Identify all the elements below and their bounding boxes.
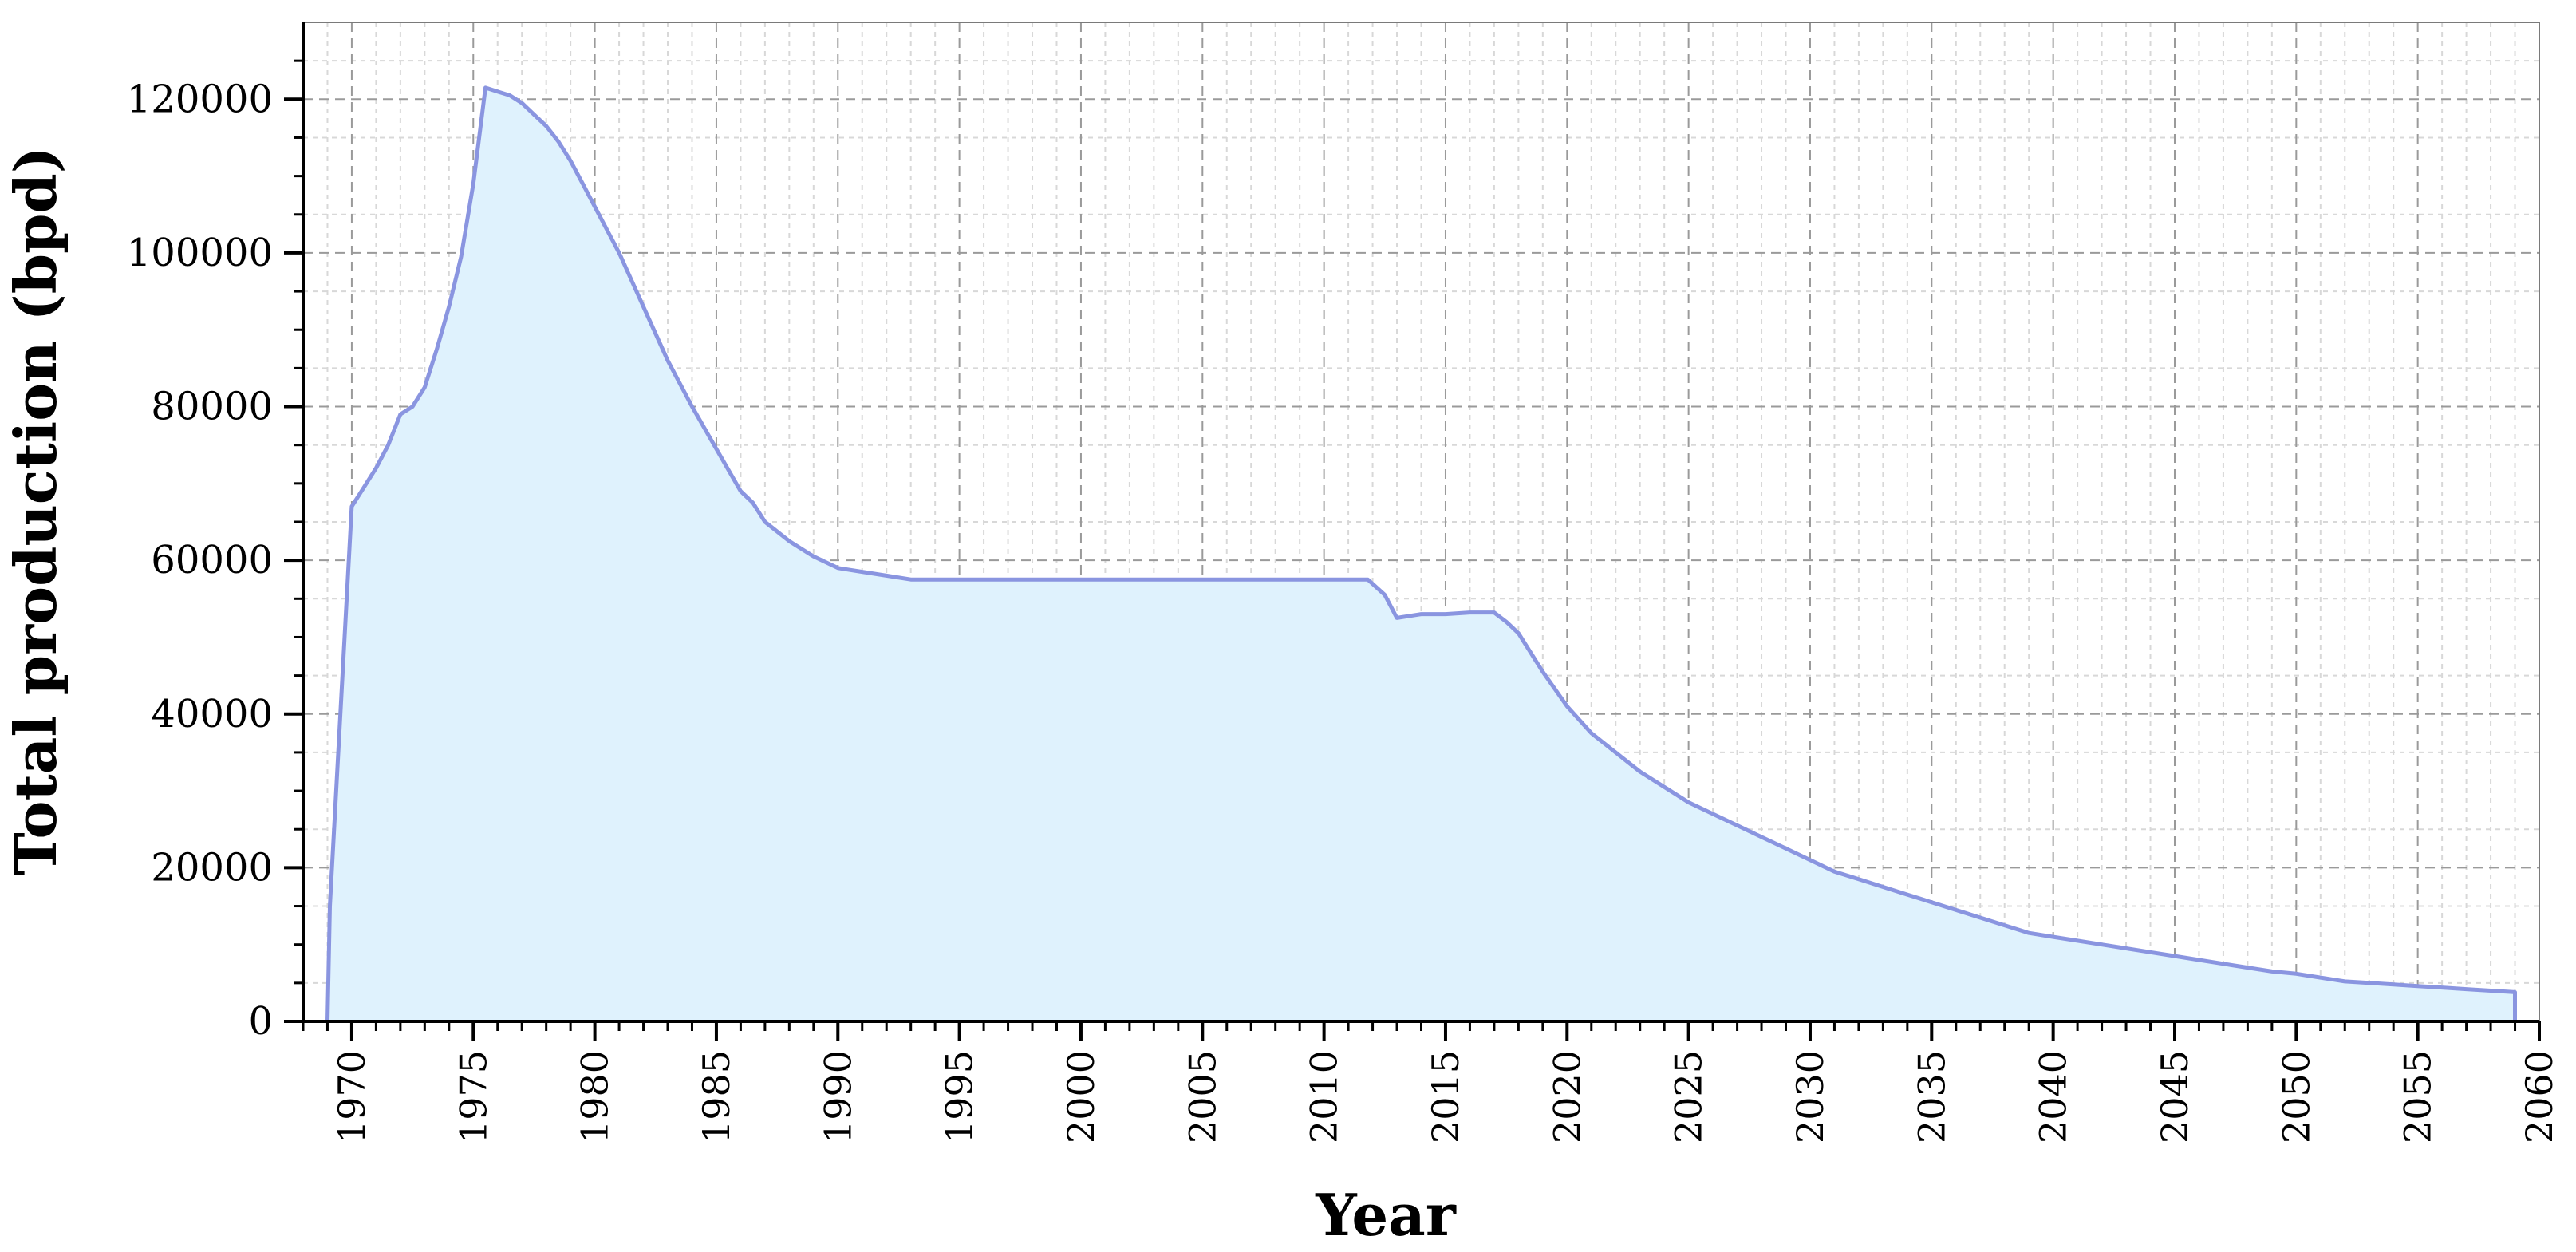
series-layer: [325, 85, 2517, 1022]
y-tick-label: 80000: [151, 385, 273, 429]
x-tick-label: 2005: [1181, 1050, 1224, 1143]
x-tick-label: 2035: [1910, 1050, 1953, 1143]
x-tick-label: 2015: [1424, 1050, 1467, 1143]
x-axis-title: Year: [1315, 1181, 1457, 1249]
x-tick-label: 1985: [695, 1050, 738, 1143]
series-area-fill: [327, 87, 2515, 1021]
y-tick-label: 120000: [127, 77, 273, 121]
x-tick-label: 2000: [1059, 1050, 1103, 1143]
minor-grid: [302, 22, 2539, 1021]
y-tick-label: 20000: [151, 845, 273, 890]
x-tick-label: 2030: [1789, 1050, 1832, 1143]
x-tick-label: 2050: [2274, 1050, 2318, 1143]
y-tick-label: 100000: [127, 231, 273, 275]
x-tick-label: 2040: [2032, 1050, 2075, 1143]
series-line: [325, 85, 2517, 1022]
x-tick-label: 1990: [816, 1050, 859, 1143]
x-tick-label: 2010: [1303, 1050, 1346, 1143]
ticks-layer: 1970 1975 1980 1985 1990 1995 2000 2005 2010 2015…: [127, 59, 2561, 1143]
x-tick-label: 2045: [2153, 1050, 2196, 1143]
x-tick-label: 2025: [1667, 1050, 1710, 1143]
y-tick-label: 60000: [151, 538, 273, 583]
x-tick-label: 2055: [2397, 1050, 2440, 1143]
x-tick-label: 2060: [2518, 1050, 2561, 1143]
y-tick-label: 40000: [151, 692, 273, 737]
x-tick-label: 2020: [1545, 1050, 1588, 1143]
labels-layer: Year Total production (bpd): [2, 146, 1457, 1249]
y-tick-label: 0: [248, 999, 273, 1044]
x-tick-label: 1975: [452, 1050, 495, 1143]
x-tick-label: 1995: [938, 1050, 981, 1143]
y-axis-title: Total production (bpd): [2, 146, 69, 875]
x-tick-label: 1970: [330, 1050, 373, 1143]
x-tick-label: 1980: [574, 1050, 617, 1143]
